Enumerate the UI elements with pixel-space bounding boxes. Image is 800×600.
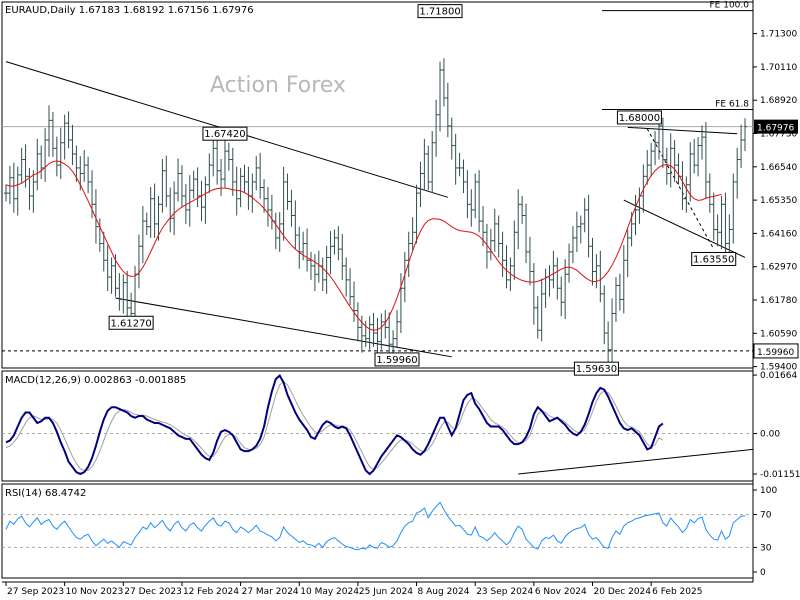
macd-panel: MACD(12,26,9) 0.002863 -0.001885 [2, 373, 754, 476]
rsi-panel: RSI(14) 68.4742 [2, 488, 753, 551]
x-tick-label: 27 Sep 2023 [7, 587, 64, 597]
trendline [623, 199, 746, 258]
macd-signal-line [5, 380, 664, 471]
price-panel: Action Forex EURAUD,Daily 1.67183 1.68192… [2, 1, 753, 376]
price-annotation-box [374, 352, 420, 367]
rsi-y-tick-label: 30 [760, 543, 772, 553]
trendline [115, 297, 452, 358]
macd-y-tick-label: -0.011515 [760, 470, 800, 480]
price-y-tick-label: 1.60590 [760, 329, 797, 339]
price-annotation-label: 1.63550 [693, 254, 734, 265]
chart-grid [1, 0, 754, 583]
price-y-tick-label: 1.65350 [760, 196, 797, 206]
current-price-tag [754, 119, 798, 134]
price-y-tick-label: 1.67730 [760, 130, 797, 140]
macd-y-tick-label: 0.01664 [760, 371, 797, 381]
price-y-tick-label: 1.61780 [760, 296, 797, 306]
watermark: Action Forex [210, 73, 346, 98]
price-y-tick-label: 1.59400 [760, 363, 797, 373]
rsi-frame [1, 483, 754, 579]
x-tick-label: 27 Mar 2024 [242, 587, 299, 597]
price-y-tick-label: 1.70110 [760, 63, 797, 73]
price-y-tick-label: 1.68920 [760, 96, 797, 106]
x-tick-label: 10 May 2024 [300, 587, 359, 597]
rsi-y-tick-label: 70 [760, 511, 772, 521]
moving-average-line [5, 160, 722, 331]
support-price-tag-label: 1.59960 [757, 348, 794, 358]
support-price-tag [753, 343, 799, 359]
x-tick-label: 12 Feb 2024 [183, 587, 239, 597]
price-annotation-label: 1.68000 [619, 113, 660, 124]
macd-line [5, 373, 664, 476]
macd-header: MACD(12,26,9) 0.002863 -0.001885 [5, 375, 186, 386]
trendline [627, 126, 738, 135]
price-annotation-label: 1.61270 [110, 318, 151, 329]
x-tick-label: 23 Sep 2024 [476, 587, 533, 597]
price-y-tick-label: 1.64160 [760, 229, 797, 239]
price-annotation-label: 1.67420 [204, 129, 245, 140]
price-y-tick-label: 1.66540 [760, 163, 797, 173]
fibo-level-label: FE 100.0 [710, 1, 750, 11]
price-annotation-box [691, 251, 737, 266]
price-annotation-box [573, 361, 619, 376]
rsi-y-tick-label: 0 [760, 568, 766, 578]
macd-y-tick-label: 0.00 [760, 430, 780, 440]
x-tick-label: 20 Dec 2024 [594, 587, 652, 597]
price-annotation-label: 1.59630 [576, 364, 617, 375]
fibo-level-label: FE 61.8 [715, 99, 749, 109]
macd-trendline [518, 448, 754, 475]
x-tick-label: 10 Nov 2023 [66, 587, 124, 597]
price-annotation-box [616, 110, 662, 125]
price-frame [1, 1, 754, 369]
rsi-line [5, 501, 746, 551]
price-annotation-box [417, 4, 463, 19]
price-y-tick-label: 1.62970 [760, 263, 797, 273]
trendline [646, 128, 715, 250]
price-header: EURAUD,Daily 1.67183 1.68192 1.67156 1.6… [5, 5, 254, 16]
axes: 1.71300 1.70110 1.68920 1.67730 1.66540 1.653… [5, 30, 800, 597]
price-y-tick-label: 1.71300 [760, 30, 797, 40]
price-annotation-box [108, 315, 154, 330]
rsi-header: RSI(14) 68.4742 [5, 488, 86, 499]
x-tick-label: 6 Feb 2025 [652, 587, 702, 597]
x-tick-label: 25 Jun 2024 [359, 587, 413, 597]
x-tick-label: 6 Nov 2024 [535, 587, 587, 597]
x-tick-label: 27 Dec 2023 [124, 587, 182, 597]
price-annotation-box [202, 126, 248, 141]
current-price-tag-label: 1.67976 [757, 124, 794, 134]
rsi-y-tick-label: 100 [760, 486, 777, 496]
price-annotation-label: 1.71800 [419, 7, 460, 18]
x-tick-label: 8 Aug 2024 [418, 587, 470, 597]
price-annotation-label: 1.59960 [376, 355, 417, 366]
